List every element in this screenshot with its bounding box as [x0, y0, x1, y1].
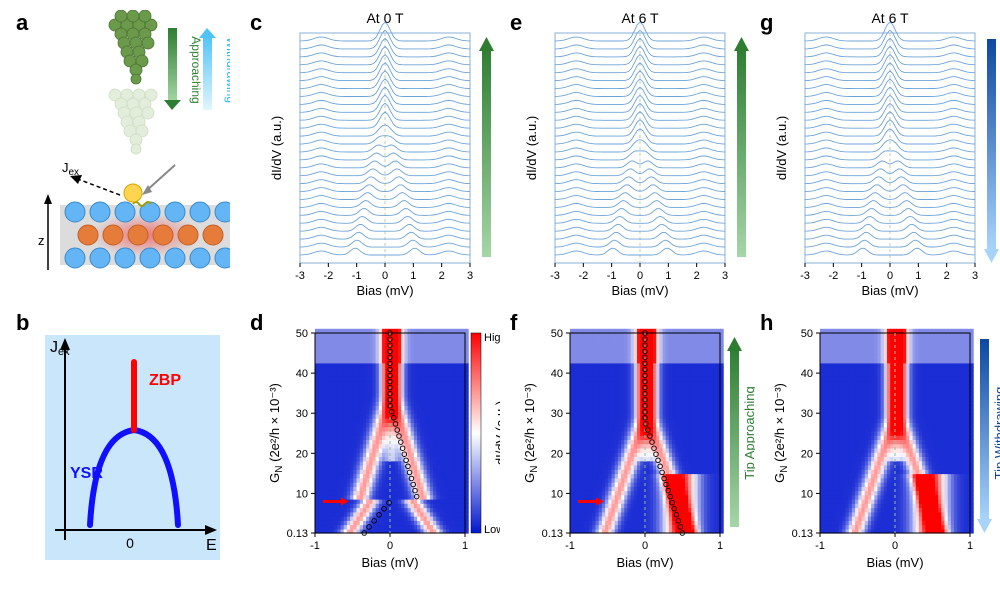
svg-text:-1: -1 [607, 270, 617, 282]
panel-b-diagram: Jex E 0 ZBP YSR [20, 320, 230, 580]
svg-text:dI/dV (a.u.): dI/dV (a.u.) [269, 116, 284, 180]
svg-text:z: z [38, 233, 45, 248]
svg-text:1: 1 [410, 270, 416, 282]
svg-text:Tip Approaching: Tip Approaching [494, 101, 495, 194]
svg-text:2: 2 [694, 270, 700, 282]
svg-text:0: 0 [382, 270, 388, 282]
svg-text:0: 0 [387, 540, 393, 552]
svg-text:10: 10 [551, 488, 563, 500]
spectra-panel_g: At 6 T-3-2-10123Bias (mV)dI/dV (a.u.)Tip… [770, 8, 1000, 298]
svg-text:3: 3 [722, 270, 728, 282]
svg-text:High: High [484, 332, 500, 344]
svg-text:30: 30 [551, 408, 563, 420]
svg-text:1: 1 [665, 270, 671, 282]
svg-text:2: 2 [944, 270, 950, 282]
svg-text:3: 3 [972, 270, 978, 282]
panel-a-schematic: z Jex [20, 10, 230, 290]
svg-text:dI/dV (a.u.): dI/dV (a.u.) [774, 116, 789, 180]
svg-text:YSR: YSR [70, 465, 103, 482]
svg-text:Jex: Jex [62, 160, 79, 178]
svg-text:0.13: 0.13 [287, 528, 308, 540]
svg-text:0.13: 0.13 [542, 528, 563, 540]
svg-text:dI/dV (a.u.): dI/dV (a.u.) [524, 116, 539, 180]
svg-text:-3: -3 [800, 270, 810, 282]
svg-text:GN (2e²/h × 10⁻³): GN (2e²/h × 10⁻³) [522, 383, 540, 483]
svg-text:At 6 T: At 6 T [621, 10, 659, 26]
svg-text:2: 2 [439, 270, 445, 282]
svg-text:Bias (mV): Bias (mV) [356, 283, 413, 298]
svg-text:At 6 T: At 6 T [871, 10, 909, 26]
svg-text:0: 0 [637, 270, 643, 282]
svg-text:0: 0 [887, 270, 893, 282]
svg-text:GN (2e²/h × 10⁻³): GN (2e²/h × 10⁻³) [267, 383, 285, 483]
svg-text:-1: -1 [310, 540, 320, 552]
svg-text:Low: Low [484, 524, 500, 536]
svg-text:Bias (mV): Bias (mV) [616, 555, 673, 570]
svg-text:40: 40 [296, 368, 308, 380]
approaching-label: Approaching [189, 36, 203, 103]
panel-label-d: d [250, 310, 263, 336]
svg-text:ZBP: ZBP [149, 372, 181, 389]
svg-text:-2: -2 [828, 270, 838, 282]
svg-text:-1: -1 [352, 270, 362, 282]
panel-label-c: c [250, 10, 262, 36]
svg-text:3: 3 [467, 270, 473, 282]
svg-text:Bias (mV): Bias (mV) [361, 555, 418, 570]
svg-text:-2: -2 [578, 270, 588, 282]
svg-text:dI/dV (a.u.): dI/dV (a.u.) [493, 401, 500, 465]
spectra-panel_c: At 0 T -3 -2 -1 0 1 2 3 Bias (mV) dI/dV (a.u.) Tip… [265, 8, 495, 298]
heatmap-panel_d: -1 0 1 0.13 10 20 30 40 50 Bias (mV) GN (2e²/h × 1… [265, 318, 500, 588]
svg-text:Bias (mV): Bias (mV) [611, 283, 668, 298]
svg-text:Bias (mV): Bias (mV) [861, 283, 918, 298]
svg-text:-2: -2 [323, 270, 333, 282]
heatmap-panel_h: -1010.131020304050Bias (mV)GN (2e²/h × 1… [770, 318, 1000, 588]
svg-text:-3: -3 [550, 270, 560, 282]
svg-text:-3: -3 [295, 270, 305, 282]
svg-text:50: 50 [296, 328, 308, 340]
heatmap-panel_f: -1 0 1 0.13 10 20 30 40 50 Bias (mV) GN (2e²/h × 1… [520, 318, 755, 588]
svg-text:E: E [206, 537, 217, 554]
svg-text:-1: -1 [857, 270, 867, 282]
svg-text:40: 40 [551, 368, 563, 380]
svg-text:0: 0 [642, 540, 648, 552]
svg-text:Tip Approaching: Tip Approaching [742, 386, 755, 479]
svg-text:20: 20 [551, 448, 563, 460]
svg-text:At 0 T: At 0 T [366, 10, 404, 26]
svg-text:-1: -1 [565, 540, 575, 552]
svg-text:50: 50 [551, 328, 563, 340]
svg-text:1: 1 [462, 540, 468, 552]
svg-text:1: 1 [717, 540, 723, 552]
svg-text:0: 0 [126, 535, 134, 551]
withdrawing-label: Withdrawing [224, 37, 230, 103]
panel-label-f: f [510, 310, 517, 336]
svg-text:10: 10 [296, 488, 308, 500]
svg-text:1: 1 [915, 270, 921, 282]
svg-text:20: 20 [296, 448, 308, 460]
svg-text:Tip Approaching: Tip Approaching [749, 101, 750, 194]
spectra-panel_e: At 6 T -3 -2 -1 0 1 2 3 Bias (mV) dI/dV (a.u.) Tip… [520, 8, 750, 298]
svg-text:30: 30 [296, 408, 308, 420]
